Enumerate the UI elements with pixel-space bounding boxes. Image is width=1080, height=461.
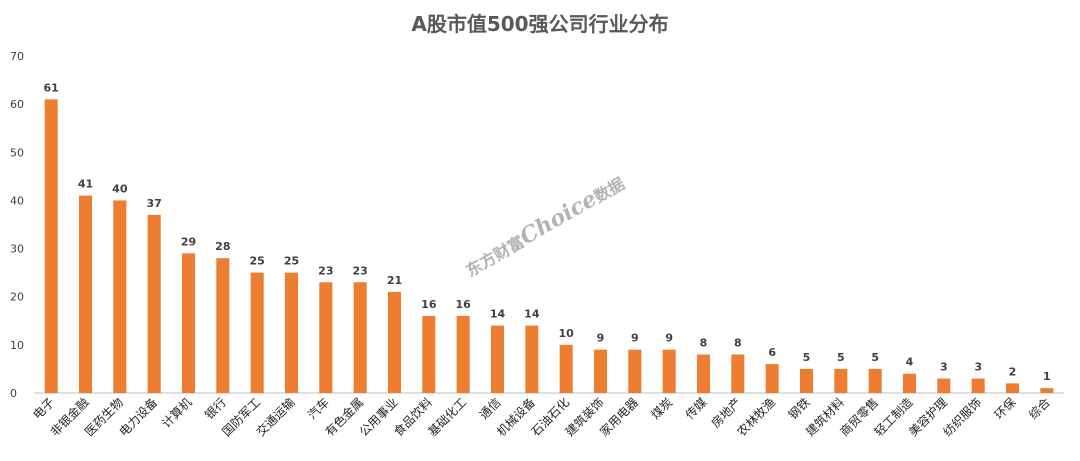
bar <box>1040 388 1054 393</box>
bar <box>525 325 539 393</box>
bar <box>902 373 917 393</box>
x-tick-label: 钢铁 <box>786 395 813 422</box>
data-label: 3 <box>940 361 948 374</box>
bar <box>113 200 127 393</box>
x-tick-label: 电力设备 <box>116 395 160 439</box>
data-label: 9 <box>665 332 673 345</box>
data-label: 5 <box>803 351 811 364</box>
bar <box>799 368 814 393</box>
data-label: 9 <box>597 332 605 345</box>
data-label: 6 <box>768 346 776 359</box>
bar <box>319 282 333 393</box>
bar <box>628 349 642 393</box>
x-tick-label: 环保 <box>992 395 1019 422</box>
x-tick-label: 基础化工 <box>425 395 469 439</box>
data-label: 61 <box>44 81 59 94</box>
watermark-prefix: 东方财富 <box>463 232 528 280</box>
y-tick-label: 0 <box>10 387 17 400</box>
data-label: 10 <box>559 327 575 340</box>
data-label: 8 <box>700 336 708 349</box>
y-tick-label: 30 <box>10 243 24 256</box>
watermark-brand: Choice <box>516 186 602 250</box>
x-tick-label: 计算机 <box>159 395 195 431</box>
x-tick-label: 通信 <box>477 395 504 422</box>
bar <box>490 325 505 393</box>
bar <box>422 315 436 393</box>
bar <box>147 214 161 393</box>
data-label: 5 <box>871 351 879 364</box>
x-tick-label: 传媒 <box>682 395 710 423</box>
x-tick-label: 汽车 <box>304 395 332 423</box>
bar <box>250 272 264 393</box>
data-label: 4 <box>906 356 914 369</box>
bar <box>731 354 745 393</box>
x-tick-label: 银行 <box>202 395 229 422</box>
data-label: 14 <box>524 308 540 321</box>
data-label: 23 <box>353 264 368 277</box>
data-label: 16 <box>421 298 437 311</box>
data-label: 1 <box>1043 370 1051 383</box>
data-label: 9 <box>631 332 639 345</box>
x-tick-label: 电子 <box>30 395 57 422</box>
y-tick-label: 20 <box>10 291 24 304</box>
bar-series <box>44 99 1054 393</box>
y-tick-label: 70 <box>10 50 24 63</box>
x-tick-label: 纺织服饰 <box>940 395 984 439</box>
bar <box>662 349 676 393</box>
data-label: 41 <box>78 178 93 191</box>
data-label: 23 <box>318 264 333 277</box>
y-axis: 0 10 20 30 40 50 60 70 <box>10 50 24 400</box>
data-label: 25 <box>250 255 265 268</box>
data-label: 14 <box>490 308 506 321</box>
bar <box>353 282 367 393</box>
bar <box>216 258 230 393</box>
bar <box>1005 383 1020 393</box>
bar <box>78 195 93 393</box>
bar <box>181 253 196 393</box>
x-tick-label: 农林牧渔 <box>734 395 778 439</box>
watermark: 东方财富Choice数据 <box>460 170 629 283</box>
y-tick-label: 10 <box>10 339 24 352</box>
svg-text:东方财富Choice数据: 东方财富Choice数据 <box>460 170 629 283</box>
x-tick-label: 综合 <box>1025 395 1053 423</box>
bar <box>765 364 779 393</box>
bar <box>696 354 711 393</box>
data-label: 29 <box>181 235 196 248</box>
bar <box>834 368 848 393</box>
x-tick-label: 交通运输 <box>253 395 298 440</box>
y-tick-label: 50 <box>10 146 24 159</box>
y-tick-label: 60 <box>10 98 24 111</box>
data-label: 28 <box>215 240 230 253</box>
bar <box>44 99 58 393</box>
data-label: 25 <box>284 255 299 268</box>
bar <box>971 378 985 393</box>
data-label: 2 <box>1009 365 1017 378</box>
data-label: 21 <box>387 274 402 287</box>
bar <box>559 344 573 393</box>
data-label: 5 <box>837 351 845 364</box>
data-label: 37 <box>147 197 162 210</box>
chart-title: A股市值500强公司行业分布 <box>411 12 668 36</box>
y-tick-label: 40 <box>10 194 24 207</box>
x-tick-label: 煤炭 <box>648 395 675 422</box>
data-label: 40 <box>112 182 128 195</box>
bar <box>284 272 299 393</box>
data-label: 16 <box>456 298 472 311</box>
bar <box>868 368 882 393</box>
data-label: 8 <box>734 336 742 349</box>
data-label: 3 <box>974 361 982 374</box>
bar <box>456 315 470 393</box>
bar <box>937 378 951 393</box>
bar <box>387 291 402 393</box>
x-tick-label: 家用电器 <box>596 395 641 440</box>
bar <box>593 349 608 393</box>
watermark-suffix: 数据 <box>591 174 628 206</box>
